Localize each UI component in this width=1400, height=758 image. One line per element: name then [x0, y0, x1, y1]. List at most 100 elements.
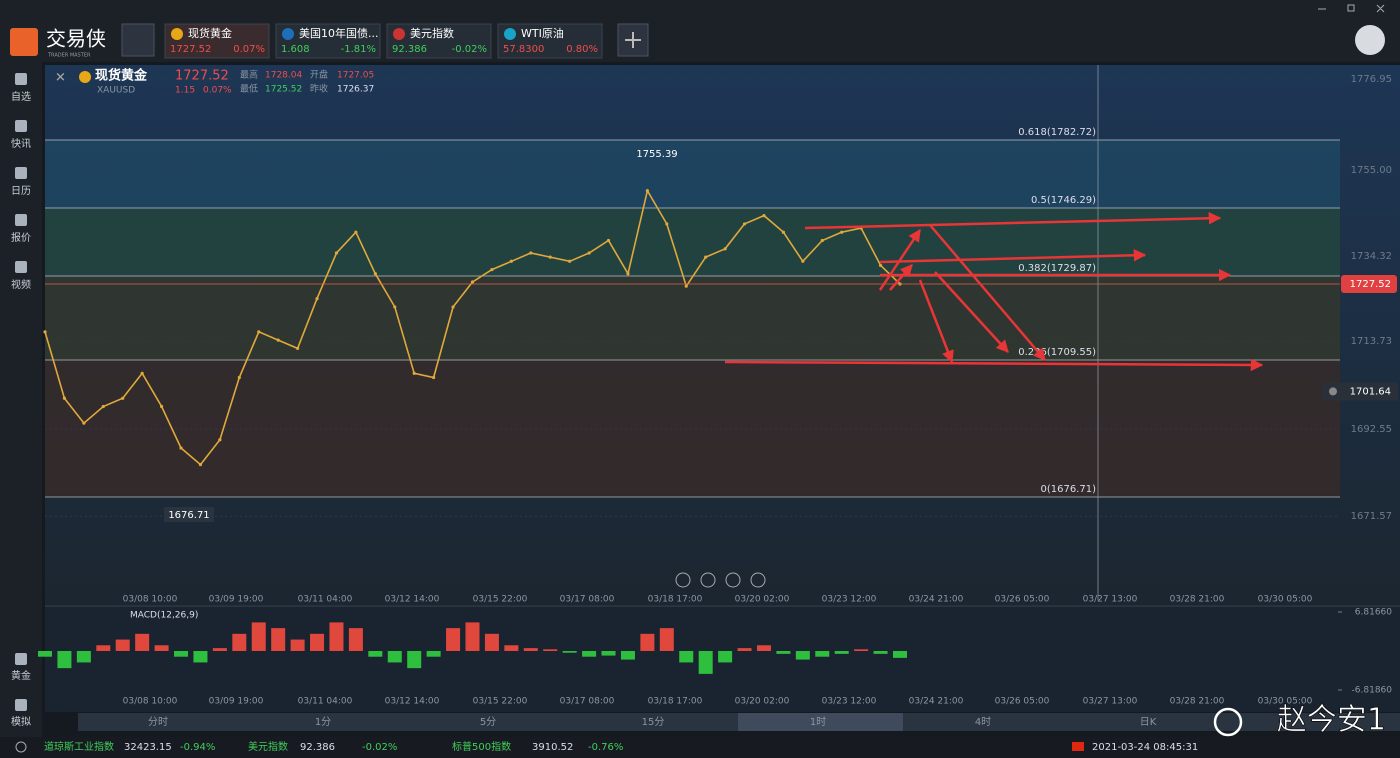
- price-point: [568, 259, 572, 263]
- sidebar-icon[interactable]: [15, 261, 27, 273]
- price-point: [179, 446, 183, 450]
- y-tick-label: 1713.73: [1351, 336, 1392, 347]
- price-point: [548, 255, 552, 259]
- tab-change: 0.07%: [233, 44, 265, 55]
- x-tick-label: 03/17 08:00: [560, 595, 615, 605]
- sidebar-label: 报价: [11, 231, 31, 244]
- tab-icon: [393, 28, 405, 40]
- macd-bar: [698, 650, 713, 674]
- zoom-button[interactable]: [675, 572, 691, 588]
- tab-name: 现货黄金: [188, 26, 232, 40]
- ticker-value: 3910.52: [532, 742, 573, 753]
- ticker-name: 美元指数: [248, 740, 288, 753]
- tab-price: 1.608: [281, 44, 310, 55]
- avatar[interactable]: [1355, 25, 1385, 55]
- price-point: [393, 305, 397, 309]
- macd-bar: [115, 639, 130, 651]
- price-point: [373, 272, 377, 276]
- x-tick-label: 03/09 19:00: [209, 595, 264, 605]
- sidebar-icon[interactable]: [15, 214, 27, 226]
- fib-label: 0.382(1729.87): [1018, 263, 1096, 274]
- macd-bar: [562, 650, 577, 653]
- y-tick-label: 1671.57: [1351, 511, 1392, 522]
- fib-label: 0.236(1709.55): [1018, 347, 1096, 358]
- timeframe-label: 日K: [1140, 717, 1157, 728]
- sidebar-icon[interactable]: [15, 699, 27, 711]
- quote-tab[interactable]: [275, 23, 381, 59]
- layout-button[interactable]: [121, 23, 155, 57]
- alert-icon: [1329, 387, 1337, 396]
- fib-zone: [45, 140, 1340, 208]
- y-tick-label: 1734.32: [1351, 251, 1392, 262]
- x-tick-label: 03/17 08:00: [560, 697, 615, 707]
- code: XAUUSD: [97, 86, 135, 96]
- quote-field: 昨收: [310, 83, 328, 95]
- price-point: [878, 263, 883, 268]
- drawn-arrow: [929, 224, 1046, 361]
- last-price-label: 1727.52: [1350, 279, 1391, 290]
- macd-bar: [348, 628, 363, 651]
- price-point: [412, 371, 416, 375]
- app-sub: TRADER MASTER: [47, 53, 91, 59]
- x-tick-label: 03/12 14:00: [385, 595, 440, 605]
- sidebar-icon[interactable]: [15, 653, 27, 665]
- macd-bar: [329, 622, 344, 651]
- zoom-button[interactable]: [700, 572, 716, 588]
- price-point: [684, 284, 688, 288]
- price-point: [490, 267, 494, 272]
- tab-change: -1.81%: [341, 44, 376, 55]
- quote-tab[interactable]: [497, 23, 603, 59]
- macd-bar: [368, 650, 383, 657]
- x-tick-label: 03/20 02:00: [735, 697, 790, 707]
- x-tick-label: 03/28 21:00: [1170, 595, 1225, 605]
- sidebar-icon[interactable]: [15, 167, 27, 179]
- macd-bar: [543, 649, 558, 651]
- price-point: [509, 259, 513, 263]
- sidebar-label: 快讯: [11, 138, 31, 150]
- timeframe-label: 5分: [480, 716, 496, 728]
- macd-bar: [640, 633, 655, 651]
- macd-bar: [601, 650, 616, 656]
- x-tick-label: 03/26 05:00: [995, 697, 1050, 707]
- drawn-arrow: [934, 271, 1009, 353]
- x-tick-label: 03/09 19:00: [209, 697, 264, 707]
- quote-tab[interactable]: [386, 23, 492, 59]
- price-point: [665, 222, 669, 226]
- zoom-button[interactable]: [725, 572, 741, 588]
- fib-zone: [45, 276, 1340, 360]
- fib-zone: [45, 360, 1340, 497]
- macd-bar: [620, 650, 635, 660]
- sidebar-icon[interactable]: [15, 73, 27, 85]
- x-tick-label: 03/08 10:00: [123, 697, 178, 707]
- quote-field: 最高: [240, 69, 258, 81]
- ticker-change: -0.76%: [588, 742, 623, 753]
- ticker-name: 道琼斯工业指数: [44, 740, 114, 753]
- price-point: [781, 230, 786, 234]
- alert-price-label: 1701.64: [1350, 386, 1391, 397]
- macd-bar: [57, 650, 72, 669]
- quote-tab[interactable]: [164, 23, 270, 59]
- symbol-icon: [79, 71, 91, 83]
- macd-bar: [873, 650, 888, 654]
- zoom-button[interactable]: [750, 572, 766, 588]
- price-point: [645, 189, 649, 193]
- price-point: [62, 396, 67, 400]
- ticker-name: 标普500指数: [452, 740, 511, 753]
- quote-field: 最低: [240, 83, 258, 95]
- price-point: [296, 346, 300, 351]
- x-tick-label: 03/23 12:00: [822, 595, 877, 605]
- x-tick-label: 03/28 21:00: [1170, 697, 1225, 707]
- price-point: [451, 305, 455, 309]
- weibo-logo: [1213, 707, 1243, 737]
- ticker-value: 32423.15: [124, 742, 172, 753]
- logo: [10, 28, 38, 56]
- price-point: [218, 438, 222, 442]
- sidebar-icon[interactable]: [15, 120, 27, 132]
- price-point: [529, 251, 533, 255]
- timeframe-label: 1分: [315, 716, 331, 728]
- x-tick-label: 03/11 04:00: [298, 697, 353, 707]
- quote-field: 1728.04: [265, 71, 302, 81]
- price-point: [140, 371, 144, 375]
- price-point: [587, 251, 591, 255]
